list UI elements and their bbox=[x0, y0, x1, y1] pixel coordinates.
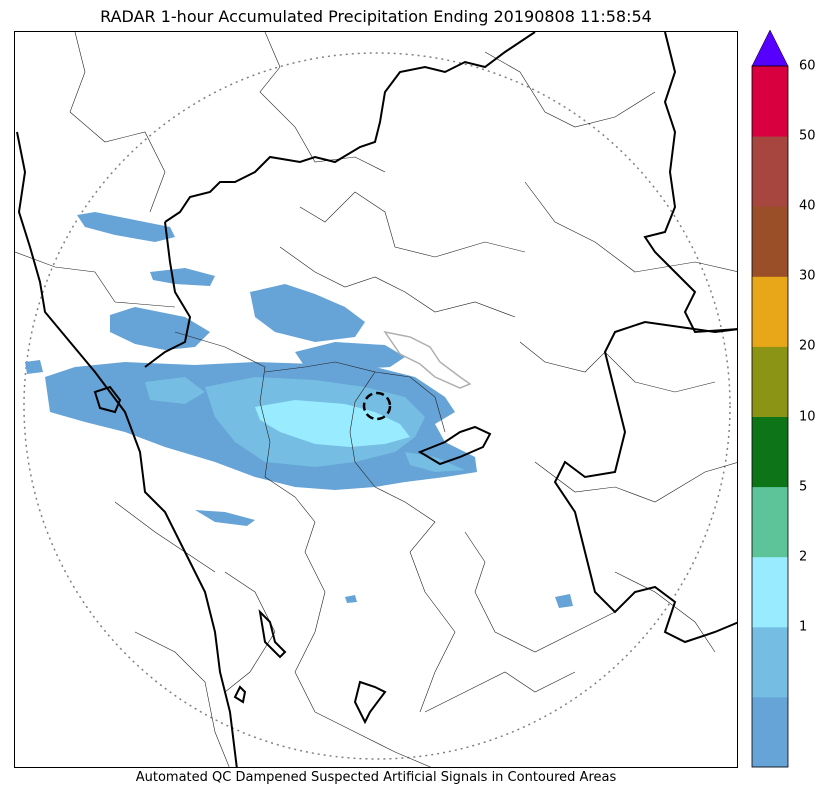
colorbar-band bbox=[752, 346, 788, 417]
colorbar-tick-label: 10 bbox=[799, 409, 816, 424]
colorbar-tick-label: 70 bbox=[799, 0, 816, 3]
colorbar-band bbox=[752, 486, 788, 558]
colorbar-tick-label: 5 bbox=[799, 479, 808, 495]
colorbar-tick-label: 40 bbox=[799, 198, 816, 214]
district-boundaries bbox=[15, 32, 737, 767]
map-title: RADAR 1-hour Accumulated Precipitation E… bbox=[100, 7, 652, 26]
state-boundaries bbox=[16, 32, 737, 767]
colorbar-tick-label: 60 bbox=[799, 58, 816, 74]
radar-map[interactable] bbox=[14, 31, 738, 768]
map-canvas bbox=[15, 32, 737, 767]
radar-site-marker bbox=[362, 391, 392, 421]
colorbar-band bbox=[752, 206, 788, 277]
colorbar-band bbox=[752, 416, 788, 488]
colorbar-tick-label: 2 bbox=[799, 549, 808, 565]
colorbar-frame bbox=[751, 65, 789, 768]
colorbar-tick-label: 30 bbox=[799, 268, 816, 284]
colorbar-tick-label: 1 bbox=[799, 619, 808, 635]
colorbar bbox=[751, 30, 789, 768]
colorbar-band bbox=[752, 556, 788, 628]
colorbar-band bbox=[752, 276, 788, 347]
radar-range-ring bbox=[23, 52, 731, 760]
map-caption: Automated QC Dampened Suspected Artifici… bbox=[135, 770, 617, 785]
colorbar-tick-label: 20 bbox=[799, 338, 816, 354]
colorbar-band bbox=[752, 66, 788, 137]
colorbar-band bbox=[752, 696, 788, 768]
qc-contour-area bbox=[383, 330, 472, 389]
colorbar-tick-label: 50 bbox=[799, 128, 816, 144]
colorbar-bands bbox=[752, 66, 788, 768]
colorbar-extend-arrow bbox=[751, 30, 789, 67]
colorbar-band bbox=[752, 136, 788, 207]
colorbar-band bbox=[752, 626, 788, 698]
precip-echoes-2-5 bbox=[255, 400, 410, 447]
